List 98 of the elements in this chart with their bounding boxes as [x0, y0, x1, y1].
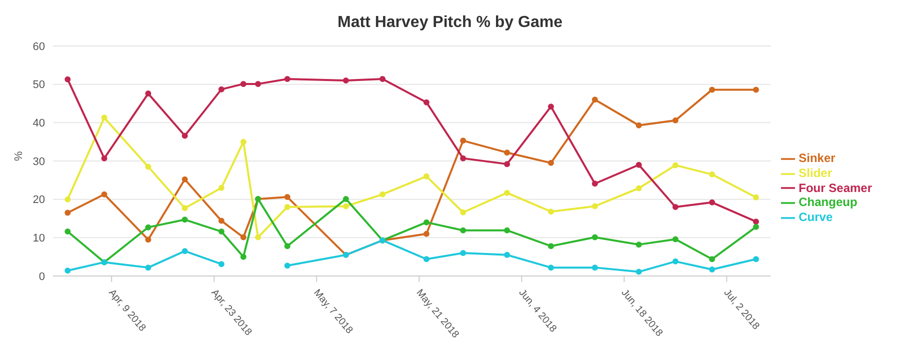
point — [64, 228, 71, 235]
point — [255, 234, 262, 240]
point — [636, 268, 642, 275]
point — [548, 264, 554, 271]
point — [101, 191, 108, 198]
point — [145, 164, 152, 170]
point — [423, 173, 430, 180]
legend-label: Curve — [798, 210, 833, 224]
point — [709, 256, 716, 262]
point — [284, 243, 290, 250]
point — [752, 224, 759, 230]
point — [672, 117, 678, 124]
point — [460, 209, 466, 216]
point — [145, 264, 152, 271]
point — [255, 80, 262, 87]
point — [284, 262, 290, 269]
point — [182, 205, 188, 212]
y-axis-title: % — [12, 151, 25, 161]
point — [240, 80, 246, 87]
point — [240, 138, 246, 145]
point — [636, 185, 642, 192]
legend-label: Changeup — [798, 195, 858, 210]
point — [218, 86, 224, 92]
point — [460, 138, 466, 144]
point — [182, 176, 188, 182]
point — [64, 210, 71, 216]
point — [709, 86, 716, 93]
point — [460, 155, 466, 162]
point — [101, 114, 108, 121]
y-tick-label: 0 — [38, 270, 45, 283]
y-tick-label: 60 — [32, 40, 45, 53]
point — [752, 86, 759, 93]
point — [342, 78, 349, 84]
y-tick-label: 30 — [32, 156, 45, 168]
point — [548, 160, 554, 166]
point — [636, 122, 642, 128]
point — [145, 224, 152, 230]
point — [145, 236, 152, 243]
point — [101, 155, 108, 162]
point — [423, 230, 430, 237]
point — [182, 132, 188, 139]
point — [64, 76, 71, 82]
point — [423, 219, 430, 226]
point — [64, 196, 71, 202]
point — [592, 234, 598, 240]
point — [548, 243, 554, 250]
point — [240, 234, 246, 240]
point — [672, 204, 678, 210]
legend-label: Four Seamer — [798, 180, 872, 195]
point — [636, 242, 642, 248]
point — [504, 252, 510, 258]
point — [636, 162, 642, 168]
point — [592, 203, 598, 210]
point — [548, 208, 554, 215]
point — [709, 171, 716, 178]
point — [460, 227, 466, 234]
point — [752, 194, 759, 200]
point — [342, 196, 349, 202]
chart-title: Matt Harvey Pitch % by Game — [336, 13, 564, 33]
point — [548, 104, 554, 110]
point — [182, 216, 188, 223]
point — [592, 96, 598, 103]
point — [672, 236, 678, 242]
point — [218, 261, 224, 268]
point — [504, 227, 510, 234]
point — [592, 180, 598, 187]
point — [423, 99, 430, 106]
y-tick-label: 40 — [32, 118, 45, 130]
point — [504, 190, 510, 196]
y-tick-label: 20 — [32, 194, 45, 206]
point — [672, 258, 678, 264]
point — [284, 194, 290, 200]
point — [709, 199, 716, 206]
point — [284, 76, 290, 82]
point — [240, 254, 246, 260]
point — [504, 161, 510, 168]
point — [709, 266, 716, 272]
point — [752, 218, 759, 225]
point — [380, 76, 386, 82]
point — [218, 184, 224, 191]
point — [592, 264, 598, 271]
point — [218, 228, 224, 235]
point — [145, 90, 152, 97]
legend-label: Slider — [798, 166, 832, 180]
legend-label: Sinker — [798, 150, 836, 165]
point — [342, 203, 349, 210]
y-tick-label: 50 — [32, 79, 45, 92]
point — [460, 250, 466, 256]
point — [64, 268, 71, 274]
point — [504, 150, 510, 156]
point — [752, 256, 759, 262]
point — [423, 256, 430, 262]
point — [380, 191, 386, 198]
point — [218, 218, 224, 224]
point — [284, 204, 290, 210]
point — [672, 162, 678, 168]
point — [182, 248, 188, 254]
y-tick-label: 10 — [32, 232, 45, 245]
